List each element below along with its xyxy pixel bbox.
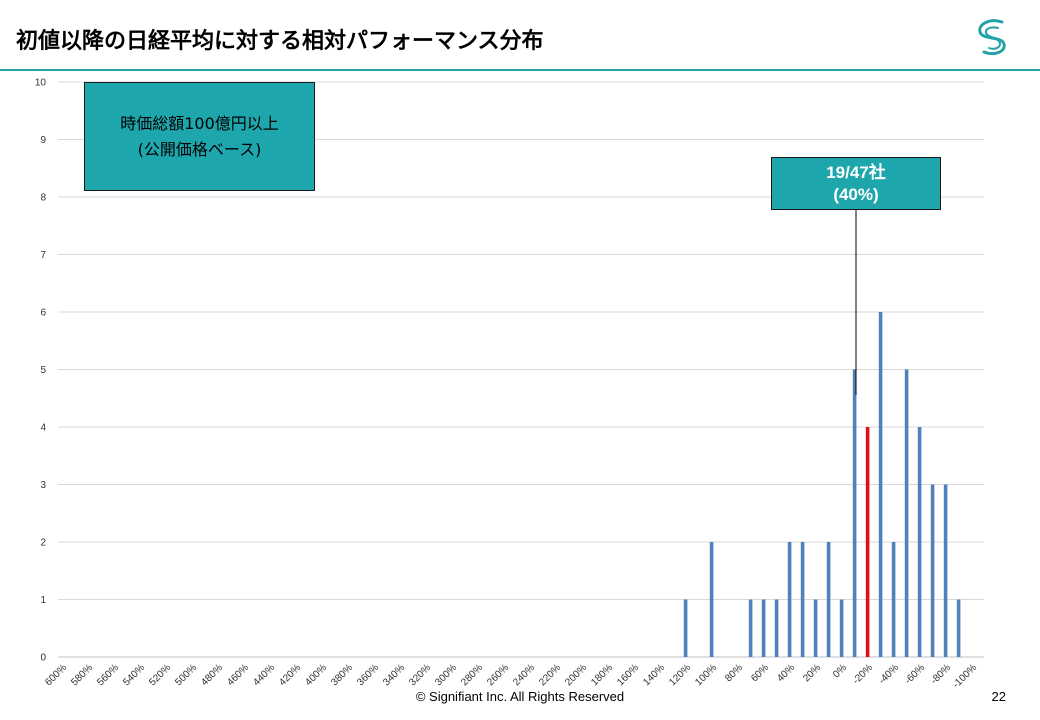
bar [917, 427, 922, 657]
bar [683, 599, 688, 657]
market-cap-callout-line1: 時価総額100億円以上 [120, 113, 279, 133]
bar [826, 542, 831, 657]
page-number: 22 [991, 689, 1006, 704]
count-callout-line2: (40%) [833, 184, 879, 204]
x-tick-label: 260% [485, 662, 511, 688]
count-callout-line1: 19/47社 [826, 162, 886, 182]
x-tick-label: 20% [801, 662, 823, 684]
title-divider [0, 69, 1040, 71]
x-tick-label: 220% [537, 662, 563, 688]
x-tick-label: 340% [381, 662, 407, 688]
y-tick-label: 2 [40, 538, 46, 549]
bar-highlight [865, 427, 870, 657]
bar [709, 542, 714, 657]
x-tick-label: 440% [251, 662, 277, 688]
x-tick-label: 400% [303, 662, 329, 688]
bar [904, 369, 909, 657]
x-tick-label: 180% [589, 662, 615, 688]
bar [800, 542, 805, 657]
x-tick-label: -20% [851, 662, 875, 686]
y-tick-label: 6 [40, 308, 46, 319]
bar [930, 484, 935, 657]
x-tick-label: 300% [433, 662, 459, 688]
x-tick-label: 580% [69, 662, 95, 688]
y-tick-label: 3 [40, 480, 46, 491]
bar [943, 484, 948, 657]
y-tick-label: 7 [40, 250, 46, 261]
x-tick-label: 480% [199, 662, 225, 688]
x-tick-label: 140% [641, 662, 667, 688]
swirl-logo-icon [978, 19, 1006, 56]
bar [813, 599, 818, 657]
x-tick-label: 460% [225, 662, 251, 688]
x-tick-label: 160% [615, 662, 641, 688]
bar [956, 599, 961, 657]
slide-title: 初値以降の日経平均に対する相対パフォーマンス分布 [16, 29, 544, 54]
x-tick-label: 40% [775, 662, 797, 684]
x-tick-label: 420% [277, 662, 303, 688]
x-tick-label: 380% [329, 662, 355, 688]
copyright-footer: © Signifiant Inc. All Rights Reserved [415, 689, 625, 704]
x-tick-label: 60% [749, 662, 771, 684]
x-tick-label: 200% [563, 662, 589, 688]
bar [891, 542, 896, 657]
y-tick-label: 5 [40, 365, 46, 376]
x-tick-label: -100% [951, 662, 979, 690]
x-tick-label: 520% [147, 662, 173, 688]
x-tick-label: 100% [693, 662, 719, 688]
x-tick-label: 360% [355, 662, 381, 688]
bars [683, 312, 961, 657]
x-tick-label: 0% [831, 662, 849, 680]
gridlines [58, 81, 984, 658]
bar [839, 599, 844, 657]
y-tick-label: 0 [40, 653, 46, 664]
x-tick-label: -60% [903, 662, 927, 686]
market-cap-callout: 時価総額100億円以上 (公開価格ベース) [84, 82, 315, 191]
y-tick-label: 10 [35, 78, 47, 89]
x-tick-label: 540% [121, 662, 147, 688]
bar [787, 542, 792, 657]
bar [761, 599, 766, 657]
x-tick-label: 280% [459, 662, 485, 688]
count-callout: 19/47社 (40%) [771, 157, 941, 210]
y-tick-label: 1 [40, 595, 46, 606]
bar [748, 599, 753, 657]
x-tick-label: 600% [43, 662, 69, 688]
bar [774, 599, 779, 657]
x-tick-label: 320% [407, 662, 433, 688]
x-tick-label: 80% [723, 662, 745, 684]
x-tick-label: 500% [173, 662, 199, 688]
y-tick-label: 8 [40, 193, 46, 204]
x-tick-label: 560% [95, 662, 121, 688]
x-tick-label: 240% [511, 662, 537, 688]
bar [852, 369, 857, 657]
x-tick-label: -40% [877, 662, 901, 686]
y-axis-ticks: 0 1 2 3 4 5 6 7 8 9 10 [35, 78, 47, 664]
x-tick-label: 120% [667, 662, 693, 688]
y-tick-label: 9 [40, 135, 46, 146]
market-cap-callout-line2: (公開価格ベース) [137, 139, 262, 159]
bar [878, 312, 883, 657]
x-axis-ticks: 600% 580% 560% 540% 520% 500% 480% 460% 440% 420%… [43, 662, 979, 690]
x-tick-label: -80% [929, 662, 953, 686]
y-tick-label: 4 [40, 423, 46, 434]
